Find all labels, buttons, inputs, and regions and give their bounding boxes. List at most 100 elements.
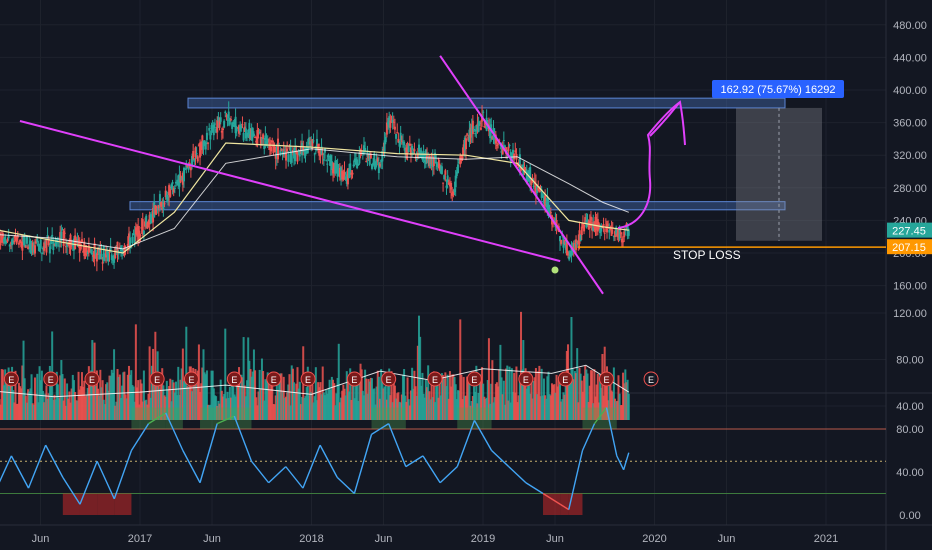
candle-body	[230, 119, 233, 121]
candle-body	[483, 126, 486, 128]
candle-body	[407, 143, 410, 153]
earnings-marker-icon[interactable]	[427, 371, 443, 387]
oversold-area	[114, 493, 132, 515]
candle-body	[102, 245, 105, 261]
volume-bar	[196, 370, 199, 420]
candle-body	[48, 246, 51, 254]
earnings-marker-icon[interactable]	[183, 371, 199, 387]
volume-bar	[421, 372, 424, 420]
earnings-marker-label: E	[523, 375, 529, 385]
candle-body	[416, 153, 419, 158]
volume-bar	[438, 375, 441, 420]
earnings-marker-icon[interactable]	[557, 371, 573, 387]
earnings-marker-icon[interactable]	[3, 371, 19, 387]
candle-body	[368, 153, 371, 165]
candle-body	[256, 130, 259, 145]
volume-bar	[521, 369, 524, 420]
candle-body	[466, 133, 469, 135]
candle-body	[320, 146, 323, 155]
volume-bar	[4, 369, 7, 420]
volume-bar	[138, 404, 141, 420]
volume-bar	[325, 390, 328, 420]
volume-bar	[153, 372, 156, 420]
candle-body	[615, 227, 618, 235]
earnings-marker-icon[interactable]	[266, 371, 282, 387]
time-axis-label: 2018	[299, 533, 323, 545]
volume-bar	[436, 380, 439, 420]
price-tick-label: 160.00	[893, 281, 927, 293]
volume-bar	[117, 376, 120, 420]
volume-bar	[405, 401, 408, 420]
candle-body	[473, 128, 476, 131]
candle-body	[52, 242, 55, 251]
candle-body	[149, 214, 152, 224]
candle-body	[605, 223, 608, 233]
candle-body	[419, 151, 422, 155]
volume-bar	[351, 382, 354, 420]
candle-body	[623, 231, 626, 238]
earnings-marker-icon[interactable]	[598, 371, 614, 387]
volume-bar	[238, 367, 241, 420]
candle-body	[393, 126, 396, 130]
candle-body	[103, 253, 106, 257]
candle-body	[351, 172, 354, 175]
candle-body	[186, 164, 189, 168]
time-axis-label: 2019	[471, 533, 495, 545]
oversold-area	[543, 493, 561, 515]
earnings-marker-icon[interactable]	[226, 371, 242, 387]
candle-body	[626, 225, 629, 237]
candle-body	[427, 157, 430, 163]
candle-body	[344, 176, 347, 180]
candle-body	[105, 249, 108, 258]
earnings-marker-icon[interactable]	[300, 371, 316, 387]
earnings-marker-icon[interactable]	[381, 371, 397, 387]
volume-bar	[146, 404, 149, 420]
candle-body	[147, 221, 150, 225]
earnings-marker-icon[interactable]	[346, 371, 362, 387]
candle-body	[498, 139, 501, 141]
volume-bar	[129, 374, 132, 420]
candle-body	[218, 120, 221, 128]
candle-body	[145, 215, 148, 227]
volume-bar	[116, 369, 119, 420]
candle-body	[612, 236, 615, 238]
candle-body	[435, 161, 438, 164]
earnings-marker-icon[interactable]	[518, 371, 534, 387]
volume-bar	[311, 384, 314, 420]
volume-bar	[513, 372, 516, 420]
volume-bar	[187, 386, 190, 420]
candle-body	[274, 155, 277, 159]
volume-bar	[597, 402, 600, 420]
volume-bar	[600, 387, 603, 420]
candle-body	[358, 152, 361, 164]
candle-body	[622, 240, 625, 243]
earnings-marker-icon[interactable]	[149, 371, 165, 387]
overbought-area	[200, 407, 218, 429]
volume-bar	[374, 404, 377, 420]
volume-bar	[185, 326, 188, 420]
oscillator-line	[45, 444, 64, 478]
candle-body	[240, 125, 243, 129]
price-badge	[887, 222, 932, 238]
candle-body	[46, 235, 49, 239]
oscillator-line	[27, 444, 47, 489]
oscillator-line	[371, 423, 390, 435]
volume-bar	[460, 374, 463, 420]
earnings-marker-icon[interactable]	[643, 371, 659, 387]
candle-body	[313, 153, 316, 155]
candle-body	[63, 232, 66, 234]
volume-bar	[450, 386, 453, 420]
volume-bar	[340, 397, 343, 420]
volume-bar	[119, 397, 122, 420]
earnings-marker-icon[interactable]	[466, 371, 482, 387]
candle-body	[429, 158, 432, 166]
earnings-marker-icon[interactable]	[43, 371, 59, 387]
volume-bar	[446, 374, 449, 420]
volume-bar	[536, 394, 539, 420]
earnings-marker-icon[interactable]	[84, 371, 100, 387]
volume-bar	[485, 397, 488, 420]
volume-bar	[32, 404, 35, 420]
earnings-marker-label: E	[188, 375, 194, 385]
candle-body	[187, 166, 190, 170]
